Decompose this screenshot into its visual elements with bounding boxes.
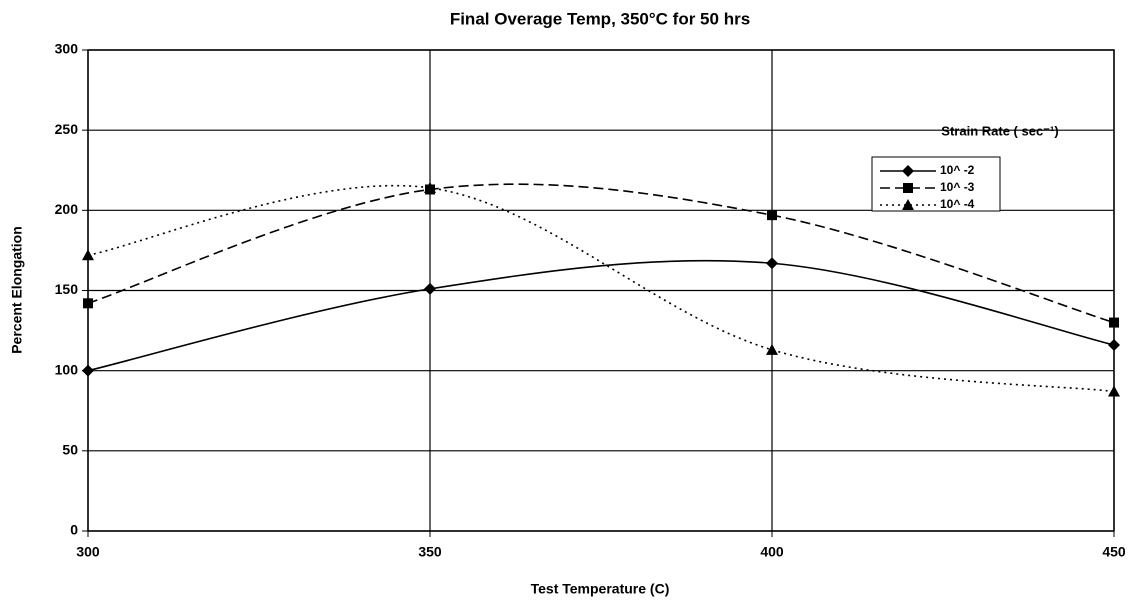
marker <box>424 282 436 295</box>
y-tick-label: 150 <box>55 281 79 297</box>
marker <box>82 249 94 261</box>
x-tick-label: 450 <box>1102 544 1126 560</box>
chart-title: Final Overage Temp, 350°C for 50 hrs <box>450 9 750 28</box>
y-tick-label: 50 <box>62 442 78 458</box>
legend-label: 10^ -2 <box>940 163 975 177</box>
y-tick-label: 250 <box>55 121 79 137</box>
legend-label: 10^ -4 <box>940 197 975 211</box>
x-tick-label: 400 <box>760 544 784 560</box>
legend-box <box>871 156 1001 212</box>
y-tick-label: 100 <box>55 361 79 377</box>
marker <box>83 298 93 309</box>
legend-marker <box>903 183 913 193</box>
legend-marker <box>902 165 914 177</box>
x-axis-label: Test Temperature (C) <box>531 581 670 597</box>
marker <box>766 257 778 270</box>
series-line <box>87 183 1115 324</box>
y-axis-label: Percent Elongation <box>9 226 25 354</box>
marker <box>424 181 436 193</box>
x-tick-label: 350 <box>418 544 442 560</box>
legend-title: Strain Rate ( sec⁻¹) <box>941 123 1058 138</box>
marker <box>766 343 778 355</box>
y-tick-label: 300 <box>55 41 79 57</box>
marker <box>767 210 777 221</box>
series-line <box>87 259 1115 372</box>
marker <box>1108 385 1120 397</box>
y-tick-label: 0 <box>70 522 78 538</box>
legend-marker <box>902 199 914 210</box>
marker <box>1109 317 1119 328</box>
marker <box>1108 339 1120 352</box>
legend-label: 10^ -3 <box>940 180 975 194</box>
y-tick-label: 200 <box>55 201 79 217</box>
x-tick-label: 300 <box>76 544 100 560</box>
